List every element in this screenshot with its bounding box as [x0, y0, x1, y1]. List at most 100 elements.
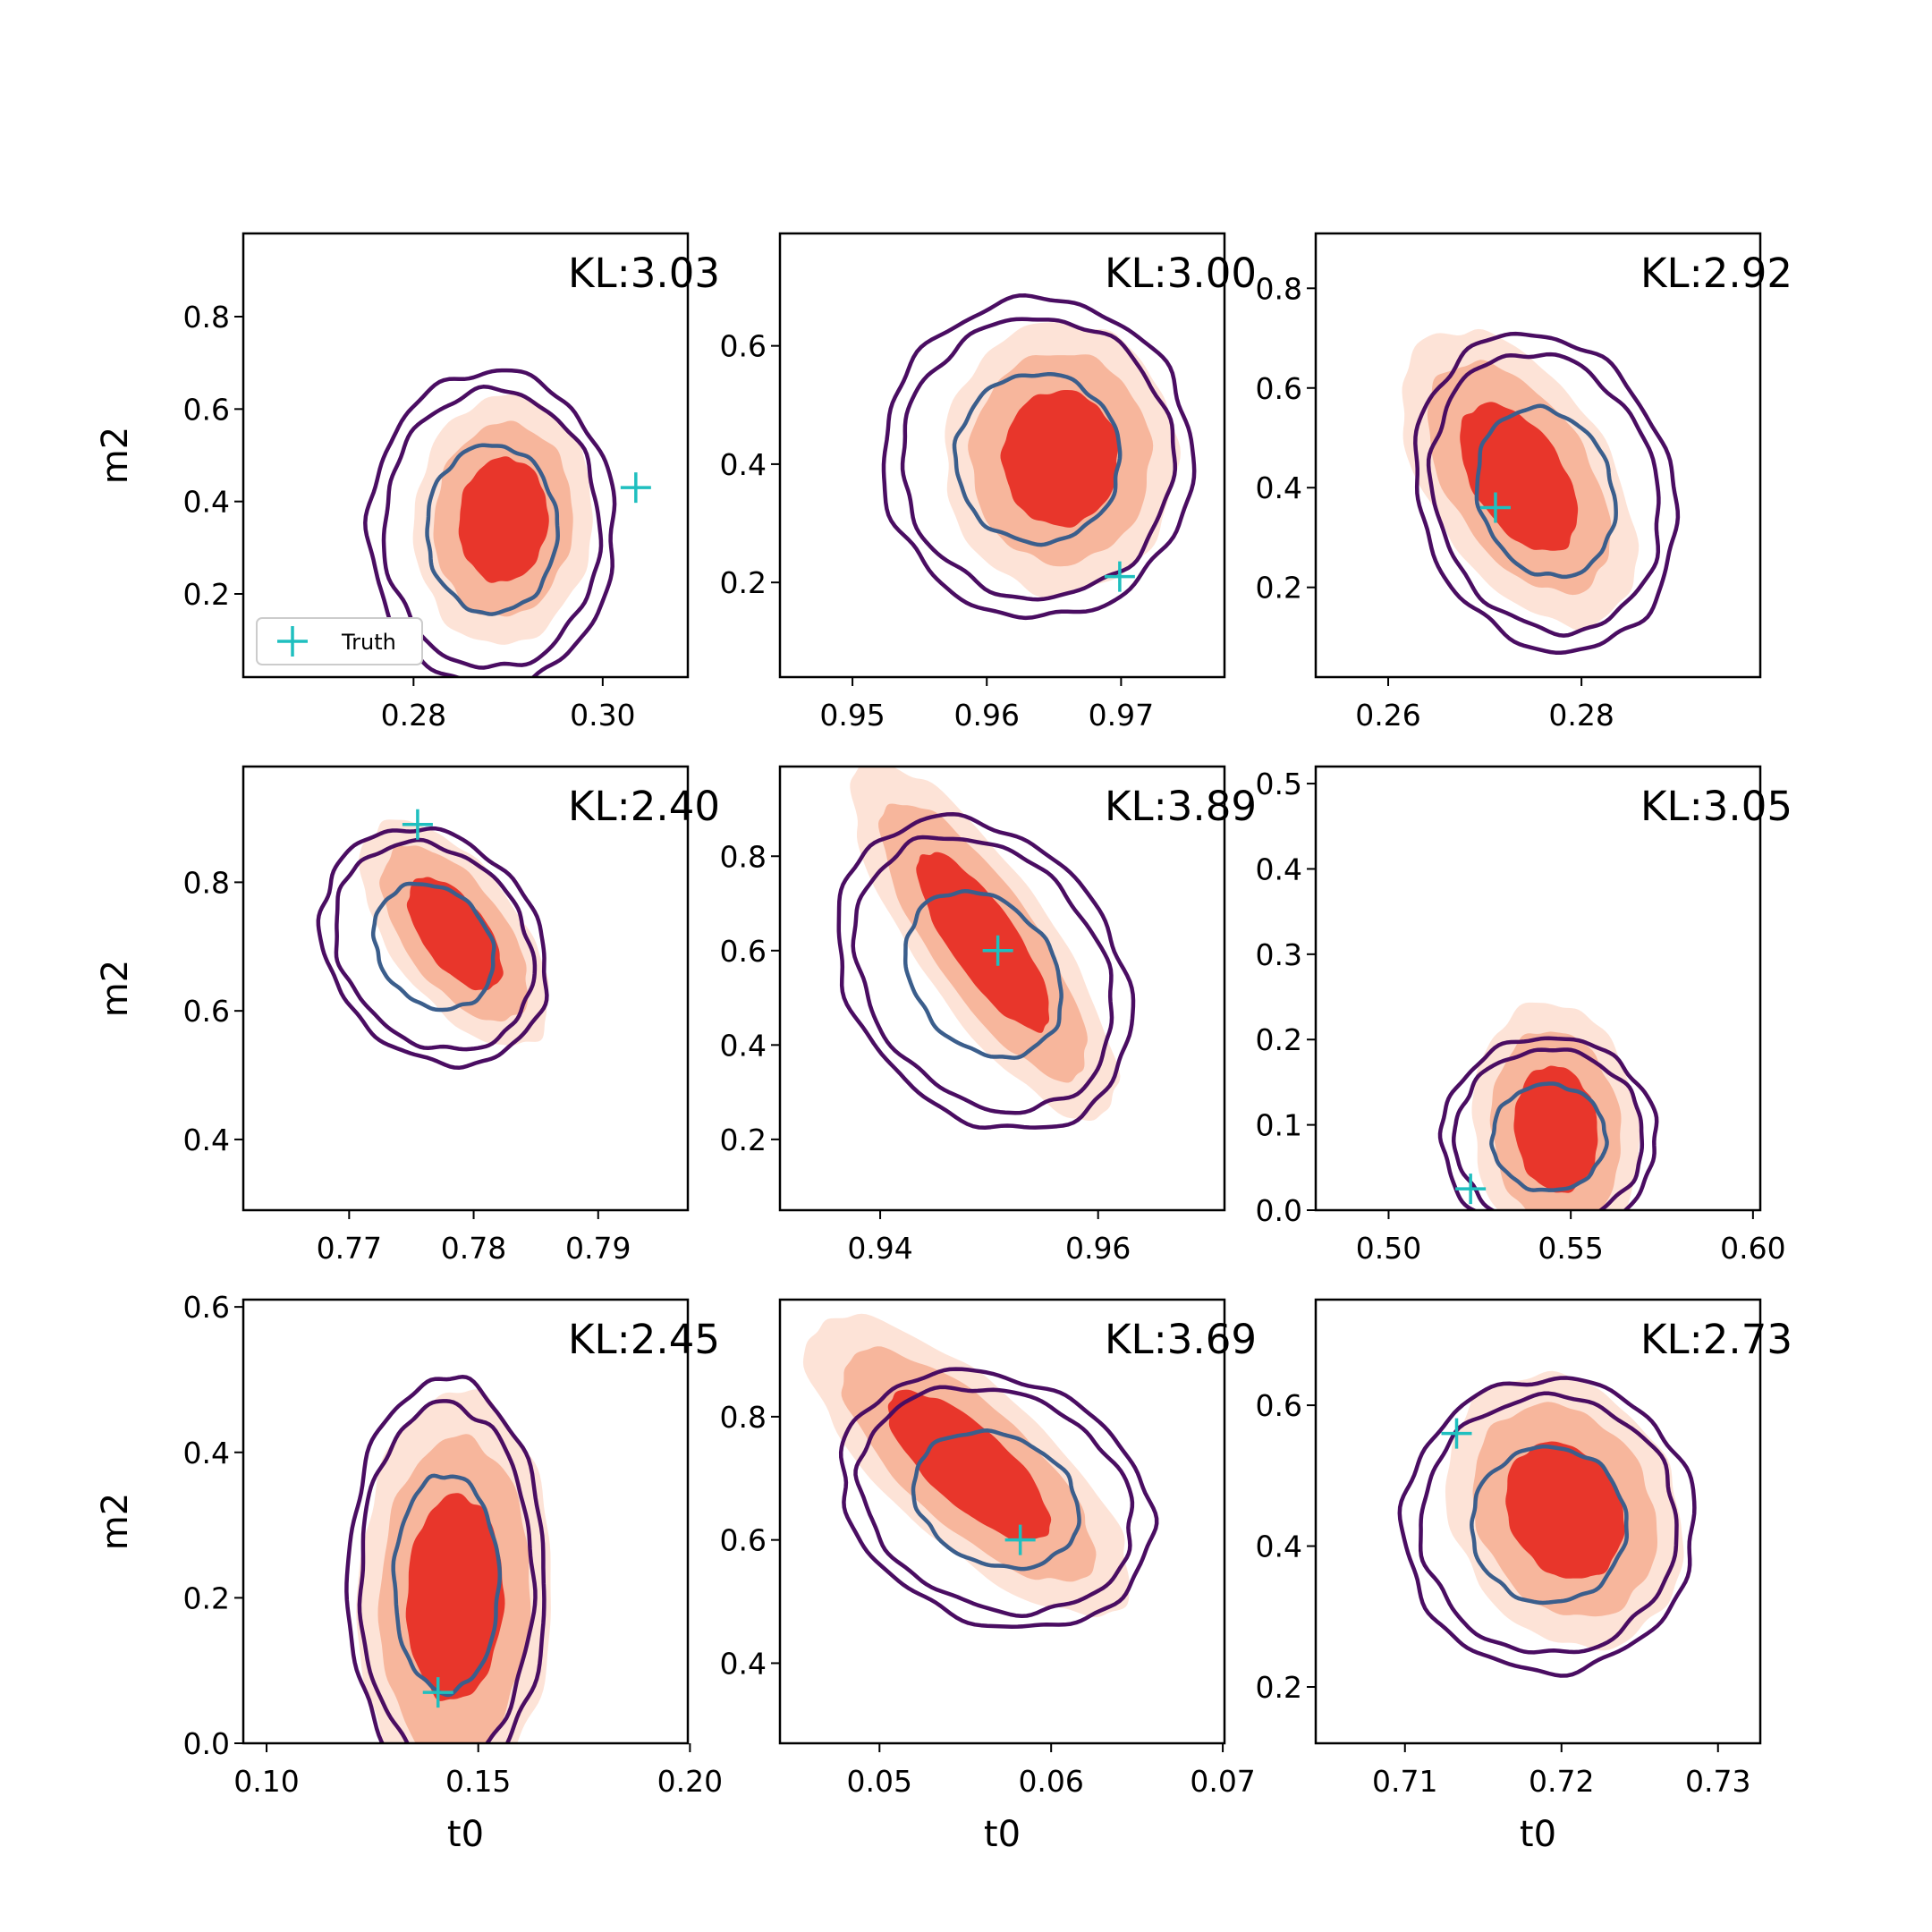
y-tick-label: 0.2 — [1256, 571, 1302, 606]
axes-frame — [1314, 232, 1762, 679]
x-tick-label: 0.05 — [847, 1764, 912, 1799]
y-tick-label: 0.3 — [1256, 937, 1302, 972]
contour-line-mid — [1451, 1047, 1645, 1210]
x-tick-label: 0.07 — [1190, 1764, 1255, 1799]
plot-area — [316, 819, 549, 1071]
plot-area — [881, 293, 1197, 621]
contour-line-outer — [344, 1375, 547, 1743]
kl-label: KL:2.92 — [1640, 250, 1792, 297]
panel-1: 0.28 0.30 0.2 0.4 0.6 0.8 KL:3.03 m2 Truth — [95, 232, 720, 733]
y-tick-label: 0.1 — [1256, 1108, 1302, 1143]
filled-contour-inner — [887, 1389, 1052, 1542]
plot-area — [363, 368, 617, 677]
truth-marker — [1004, 1524, 1036, 1555]
x-tick-label: 0.30 — [570, 698, 635, 733]
y-tick-label: 0.4 — [183, 485, 230, 520]
filled-contour-inner — [458, 456, 549, 583]
y-tick-label: 0.4 — [183, 1436, 230, 1470]
contour-line-inner — [1470, 1444, 1629, 1606]
contour-line-inner — [391, 1473, 503, 1698]
y-tick-label: 0.4 — [1256, 852, 1302, 886]
truth-marker — [422, 1677, 453, 1708]
kl-label: KL:3.05 — [1640, 783, 1792, 830]
contour-line-inner — [902, 888, 1063, 1060]
contour-line-mid — [851, 835, 1114, 1115]
x-tick-label: 0.28 — [1548, 698, 1614, 733]
truth-marker — [1455, 1174, 1487, 1205]
filled-contour-inner — [406, 877, 504, 991]
y-tick-label: 0.2 — [183, 577, 230, 612]
contour-line-inner — [952, 372, 1123, 547]
y-tick-label: 0.6 — [183, 994, 230, 1029]
y-axis-label: m2 — [95, 960, 136, 1017]
filled-contour-inner — [405, 1493, 505, 1701]
axes-frame — [778, 232, 1226, 679]
contour-line-outer — [1413, 331, 1681, 656]
y-tick-label: 0.4 — [1256, 1530, 1302, 1564]
truth-marker — [1104, 561, 1135, 592]
x-tick-label: 0.06 — [1018, 1764, 1083, 1799]
contour-line-inner — [425, 443, 560, 616]
kl-label: KL:3.03 — [568, 250, 720, 297]
plot-area — [836, 767, 1136, 1131]
x-tick-label: 0.50 — [1356, 1231, 1421, 1266]
y-tick-label: 0.8 — [1256, 271, 1302, 306]
panel-4: 0.77 0.78 0.79 0.4 0.6 0.8 KL:2.40 m2 — [95, 765, 720, 1266]
contour-line-mid — [853, 1385, 1135, 1619]
x-axis-label: t0 — [1520, 1814, 1556, 1855]
y-tick-label: 0.4 — [1256, 470, 1302, 505]
x-tick-label: 0.78 — [441, 1231, 506, 1266]
x-tick-label: 0.77 — [317, 1231, 382, 1266]
y-tick-label: 0.6 — [720, 329, 767, 364]
legend-label: Truth — [341, 630, 396, 655]
filled-contour-inner — [1000, 390, 1119, 528]
plot-area — [1397, 1370, 1697, 1678]
filled-contour-inner — [1505, 1441, 1625, 1579]
axes-frame — [1314, 1298, 1762, 1745]
y-tick-label: 0.4 — [720, 1646, 767, 1681]
filled-contour-inner — [916, 852, 1050, 1033]
y-tick-label: 0.2 — [183, 1580, 230, 1615]
y-tick-label: 0.6 — [1256, 371, 1302, 406]
y-tick-label: 0.2 — [1256, 1670, 1302, 1705]
contour-line-mid — [334, 837, 538, 1052]
y-tick-label: 0.4 — [183, 1123, 230, 1157]
contour-line-outer — [838, 1367, 1159, 1629]
panel-3: 0.26 0.28 0.2 0.4 0.6 0.8 KL:2.92 — [1256, 232, 1792, 733]
axes-frame — [242, 232, 690, 679]
x-tick-label: 0.94 — [847, 1231, 912, 1266]
x-tick-label: 0.26 — [1355, 698, 1420, 733]
panel-8: 0.05 0.06 0.07 0.4 0.6 0.8 KL:3.69 t0 — [720, 1298, 1257, 1855]
x-tick-label: 0.95 — [819, 698, 885, 733]
y-tick-label: 0.6 — [1256, 1388, 1302, 1423]
truth-marker — [402, 809, 433, 840]
plot-area — [1402, 328, 1681, 656]
y-tick-label: 0.8 — [720, 839, 767, 874]
axes-frame — [242, 1298, 690, 1745]
y-tick-label: 0.8 — [183, 300, 230, 335]
contour-line-mid — [1418, 1391, 1679, 1655]
truth-marker — [1479, 492, 1511, 523]
kl-label: KL:2.45 — [568, 1316, 720, 1363]
truth-marker — [1441, 1418, 1472, 1449]
truth-marker — [982, 935, 1013, 966]
y-tick-label: 0.4 — [720, 1028, 767, 1063]
legend-box — [256, 617, 423, 665]
x-tick-label: 0.60 — [1720, 1231, 1785, 1266]
contour-line-outer — [881, 293, 1197, 621]
kl-label: KL:3.00 — [1105, 250, 1257, 297]
kl-label: KL:3.89 — [1105, 783, 1257, 830]
contour-line-outer — [836, 811, 1136, 1131]
filled-contour-inner — [1513, 1065, 1598, 1193]
y-tick-label: 0.2 — [1256, 1022, 1302, 1057]
axes-frame — [1314, 765, 1762, 1212]
x-tick-label: 0.96 — [1065, 1231, 1131, 1266]
contour-line-mid — [900, 317, 1178, 602]
panel-6: 0.50 0.55 0.60 0.0 0.1 0.2 0.3 0.4 0.5 KL:3.05 — [1256, 765, 1792, 1266]
x-tick-label: 0.96 — [953, 698, 1019, 733]
y-tick-label: 0.4 — [720, 447, 767, 482]
y-tick-label: 0.6 — [720, 934, 767, 969]
contour-line-mid — [1426, 352, 1661, 638]
axes-frame — [778, 765, 1226, 1212]
